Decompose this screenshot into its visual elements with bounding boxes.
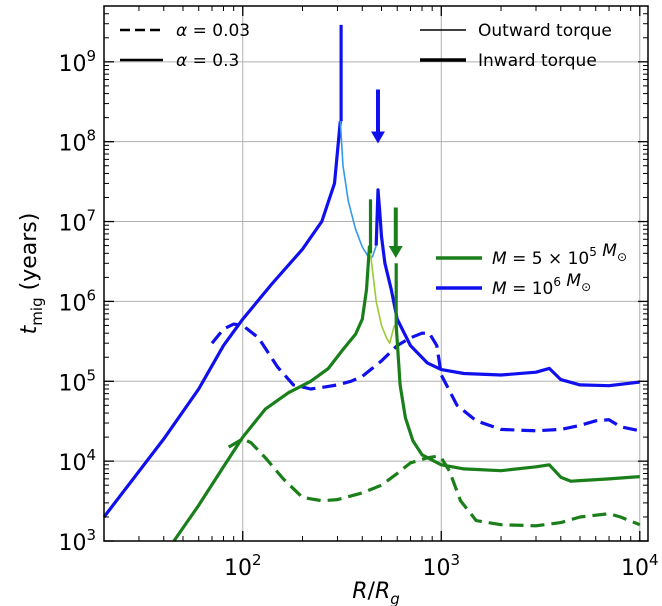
legend-mass-label: M = 106 M⊙ (492, 271, 591, 299)
x-axis-label: R/Rg (352, 579, 400, 606)
series-line-7 (369, 253, 396, 345)
legend-torque-label: Outward torque (478, 21, 612, 41)
arrow-head-0 (370, 131, 385, 144)
legend-alpha-label: α = 0.03 (176, 21, 250, 41)
legend-torque-label: Inward torque (478, 51, 597, 71)
legend-alpha-label: α = 0.3 (176, 51, 239, 71)
plot-frame (103, 5, 649, 542)
y-tick-label: 103 (58, 526, 96, 556)
series-group (102, 24, 641, 542)
y-tick-label: 109 (58, 47, 96, 77)
x-tick-label: 102 (224, 551, 262, 581)
y-tick-label: 104 (58, 446, 96, 476)
series-line-2 (339, 121, 377, 258)
legend-mass-label: M = 5 × 105 M⊙ (492, 241, 627, 269)
y-tick-label: 107 (58, 207, 96, 237)
y-tick-label: 105 (58, 366, 96, 396)
series-line-0 (102, 121, 342, 518)
series-line-9 (227, 437, 641, 528)
y-tick-label: 106 (58, 286, 96, 316)
y-tick-label: 108 (58, 127, 96, 157)
series-line-3 (374, 188, 640, 388)
arrow-head-1 (388, 245, 403, 258)
y-axis-label: tmig (years) (17, 213, 46, 335)
legends: α = 0.03 α = 0.3 Outward torque Inward torq… (120, 21, 627, 299)
arrow-group (370, 89, 403, 258)
series-line-8 (394, 263, 640, 483)
ticks: 102 103 104 103 104 105 106 107 108 109 (58, 5, 659, 581)
series-line-4 (210, 322, 641, 433)
x-tick-label: 103 (422, 551, 460, 581)
series-line-5 (172, 245, 372, 542)
x-tick-label: 104 (621, 551, 659, 581)
